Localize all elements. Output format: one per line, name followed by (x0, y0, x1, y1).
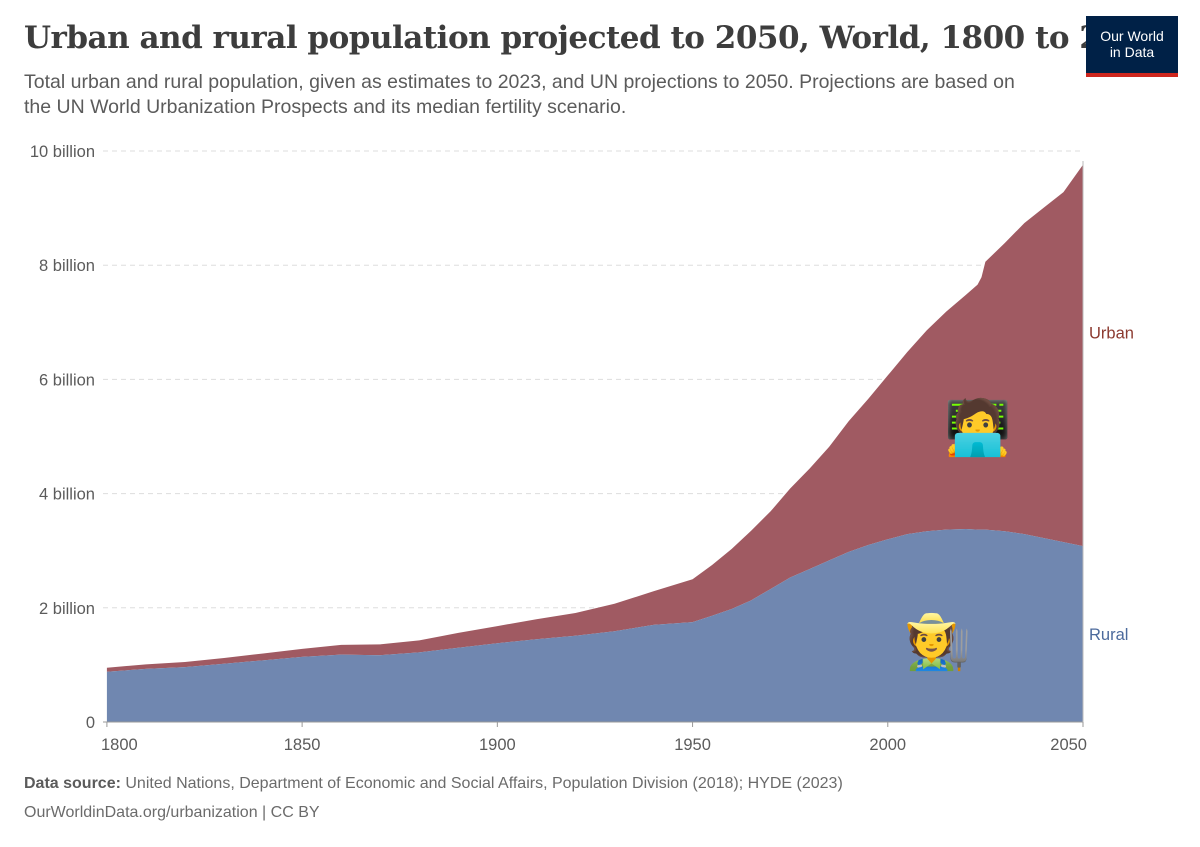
data-source-label: Data source: (24, 775, 121, 792)
rural-area[interactable] (106, 529, 1084, 722)
logo-line-2: in Data (1109, 44, 1155, 60)
x-tick-label: 2000 (869, 736, 906, 754)
area-series (106, 164, 1084, 722)
chart-subtitle: Total urban and rural population, given … (24, 71, 1015, 118)
rural-series-label: Rural (1089, 626, 1128, 644)
y-tick-label: 8 billion (39, 257, 95, 275)
urban-series-label: Urban (1089, 325, 1134, 343)
logo-line-1: Our World (1100, 28, 1164, 44)
x-tick-label: 1900 (479, 736, 516, 754)
x-tick-label: 2050 (1050, 736, 1087, 754)
technologist-emoji-icon: 🧑‍💻 (944, 395, 1011, 458)
urban-area[interactable] (106, 164, 1084, 672)
series-icons: 🧑‍💻 🧑‍🌾 (902, 395, 1011, 672)
gridlines (103, 150, 1083, 609)
axes: 0 2 billion 4 billion 6 billion 8 billion 10 … (30, 143, 1087, 754)
credit-line[interactable]: OurWorldinData.org/urbanization | CC BY (24, 804, 320, 821)
data-source: Data source: United Nations, Department … (24, 775, 843, 793)
chart-title: Urban and rural population projected to … (24, 20, 1164, 56)
y-tick-label: 10 billion (30, 143, 95, 161)
y-tick-label: 4 billion (39, 486, 95, 504)
y-tick-label: 6 billion (39, 371, 95, 389)
x-tick-label: 1850 (284, 736, 321, 754)
series-labels: Urban Rural (1089, 325, 1134, 644)
x-tick-label: 1950 (674, 736, 711, 754)
x-tick-label: 1800 (101, 736, 138, 754)
y-tick-label: 2 billion (39, 600, 95, 618)
farmer-emoji-icon: 🧑‍🌾 (902, 612, 971, 672)
owid-logo[interactable]: Our World in Data (1086, 16, 1178, 77)
y-tick-label: 0 (86, 714, 95, 732)
data-source-text: United Nations, Department of Economic a… (125, 775, 843, 792)
